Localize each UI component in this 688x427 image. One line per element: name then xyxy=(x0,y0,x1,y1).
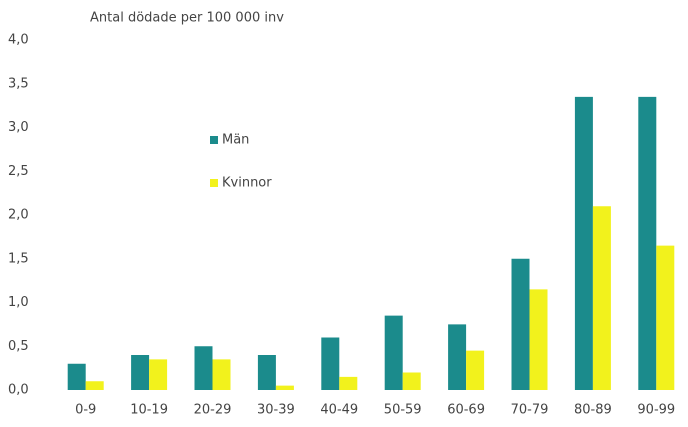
x-tick-label: 90-99 xyxy=(637,403,675,418)
y-tick-label: 3,5 xyxy=(8,76,29,91)
bar xyxy=(592,206,611,390)
x-tick-label: 50-59 xyxy=(384,403,422,418)
bar xyxy=(574,96,593,390)
bar xyxy=(194,346,213,390)
bar xyxy=(638,96,657,390)
x-tick-label: 0-9 xyxy=(75,403,96,418)
legend-label: Män xyxy=(222,133,249,148)
bar xyxy=(85,381,104,390)
y-tick-label: 1,5 xyxy=(8,251,29,266)
x-tick-label: 40-49 xyxy=(320,403,358,418)
bar xyxy=(257,355,276,390)
y-tick-label: 0,5 xyxy=(8,339,29,354)
x-tick-label: 60-69 xyxy=(447,403,485,418)
bar xyxy=(511,258,530,390)
y-tick-label: 3,0 xyxy=(8,120,29,135)
legend-swatch xyxy=(210,136,218,144)
bar xyxy=(149,359,168,390)
legend-label: Kvinnor xyxy=(222,176,272,191)
bar xyxy=(529,289,548,390)
x-tick-label: 30-39 xyxy=(257,403,295,418)
bar xyxy=(656,245,675,390)
chart-title: Antal dödade per 100 000 inv xyxy=(90,11,284,26)
y-tick-label: 2,0 xyxy=(8,208,29,223)
bar xyxy=(402,372,421,390)
bar xyxy=(67,363,86,390)
bar xyxy=(321,337,340,390)
x-tick-label: 70-79 xyxy=(511,403,549,418)
y-tick-label: 0,0 xyxy=(8,383,29,398)
bar xyxy=(212,359,231,390)
bar xyxy=(339,376,358,390)
y-tick-label: 1,0 xyxy=(8,295,29,310)
y-tick-label: 2,5 xyxy=(8,164,29,179)
y-tick-label: 4,0 xyxy=(8,33,29,48)
x-tick-label: 10-19 xyxy=(130,403,168,418)
bar xyxy=(448,324,467,390)
bar xyxy=(466,350,485,390)
x-tick-label: 20-29 xyxy=(194,403,232,418)
bar xyxy=(275,385,294,390)
legend-swatch xyxy=(210,179,218,187)
bar xyxy=(384,315,403,390)
x-tick-label: 80-89 xyxy=(574,403,612,418)
bar xyxy=(131,355,150,390)
